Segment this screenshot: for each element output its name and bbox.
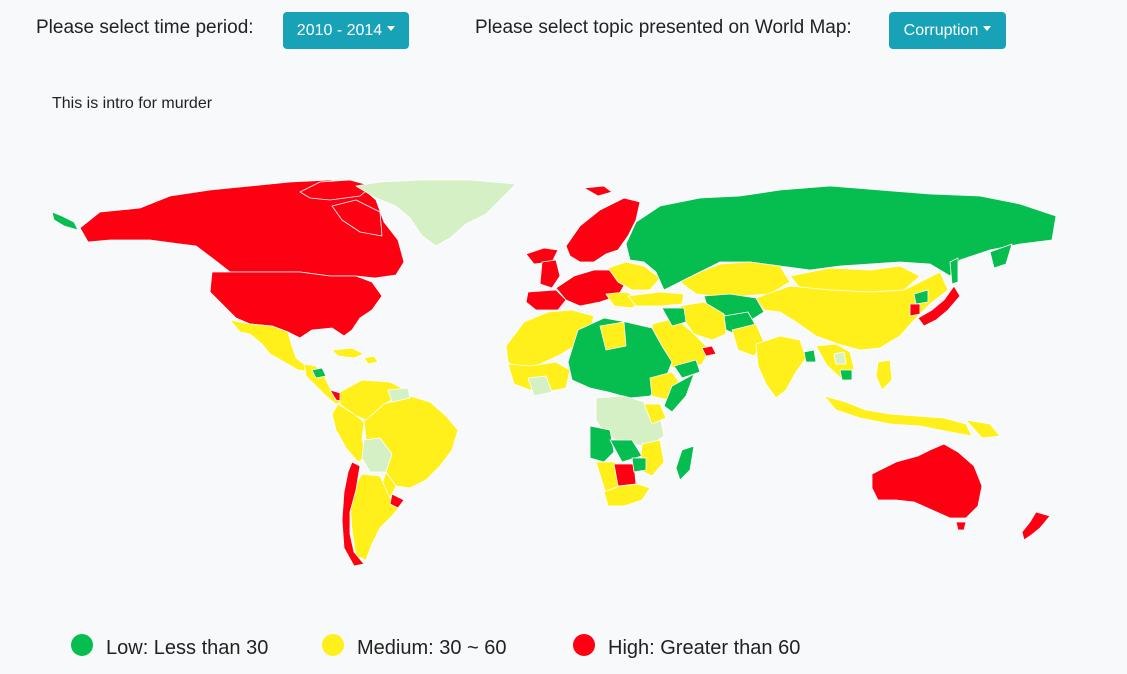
region-sakhalin[interactable] — [949, 257, 959, 285]
legend: Low: Less than 30 Medium: 30 ~ 60 High: … — [0, 630, 1127, 670]
legend-label-high: High: Greater than 60 — [608, 637, 801, 659]
country-spain-portugal[interactable] — [525, 289, 567, 311]
country-cambodia[interactable] — [839, 369, 853, 381]
region-scandinavia[interactable] — [565, 197, 641, 263]
country-south-africa[interactable] — [603, 483, 651, 507]
country-chad[interactable] — [599, 321, 627, 351]
country-tasmania[interactable] — [955, 521, 967, 531]
country-hispaniola[interactable] — [363, 355, 379, 365]
region-eastern-europe[interactable] — [607, 261, 661, 291]
country-china[interactable] — [755, 271, 949, 351]
country-baffin-island[interactable] — [331, 199, 383, 237]
topic-label: Please select topic presented on World M… — [475, 17, 852, 38]
country-yemen[interactable] — [673, 359, 701, 379]
control-bar: Please select time period: 2010 - 2014 P… — [0, 0, 1127, 60]
country-canada[interactable] — [79, 179, 405, 279]
country-honduras[interactable] — [311, 367, 327, 379]
country-alaska[interactable] — [51, 211, 79, 231]
legend-dot-medium — [322, 634, 344, 656]
topic-dropdown[interactable]: Corruption — [889, 12, 1006, 49]
country-madagascar[interactable] — [675, 445, 695, 481]
region-kamchatka[interactable] — [989, 243, 1013, 269]
country-greenland[interactable] — [355, 179, 517, 247]
country-united-kingdom[interactable] — [539, 259, 561, 289]
time-period-dropdown[interactable]: 2010 - 2014 — [283, 12, 409, 49]
country-papua-new-guinea[interactable] — [965, 419, 1001, 439]
country-philippines[interactable] — [875, 359, 893, 391]
country-iraq[interactable] — [661, 307, 687, 327]
country-south-korea[interactable] — [909, 303, 921, 317]
intro-text: This is intro for murder — [52, 95, 213, 112]
country-united-states[interactable] — [209, 271, 383, 339]
country-uae[interactable] — [701, 345, 717, 357]
legend-dot-high — [573, 634, 595, 656]
region-caribbean[interactable] — [331, 347, 365, 359]
country-zimbabwe[interactable] — [631, 457, 647, 473]
country-chile[interactable] — [341, 461, 365, 567]
topic-value: Corruption — [903, 22, 979, 39]
caret-down-icon — [387, 26, 396, 32]
country-laos[interactable] — [833, 351, 847, 365]
region-svalbard[interactable] — [583, 185, 613, 197]
country-turkey[interactable] — [627, 291, 685, 307]
time-period-value: 2010 - 2014 — [296, 22, 383, 39]
country-japan[interactable] — [917, 285, 961, 327]
region-west-africa-nodata[interactable] — [527, 375, 553, 397]
country-australia[interactable] — [871, 443, 983, 519]
legend-dot-low — [71, 634, 93, 656]
country-tanzania[interactable] — [643, 403, 667, 425]
legend-label-medium: Medium: 30 ~ 60 — [357, 637, 507, 659]
country-botswana[interactable] — [613, 463, 637, 487]
country-angola[interactable] — [589, 425, 615, 463]
country-guyana-suriname[interactable] — [387, 387, 411, 403]
country-iceland[interactable] — [525, 247, 559, 265]
country-north-korea[interactable] — [913, 289, 929, 305]
country-new-zealand[interactable] — [1021, 511, 1051, 541]
country-indonesia[interactable] — [823, 395, 973, 437]
country-bangladesh[interactable] — [803, 349, 817, 363]
time-period-label: Please select time period: — [36, 17, 254, 38]
country-russia[interactable] — [625, 185, 1057, 291]
country-uruguay[interactable] — [389, 493, 405, 509]
country-somalia[interactable] — [663, 373, 695, 413]
legend-label-low: Low: Less than 30 — [106, 637, 269, 659]
caret-down-icon — [983, 26, 992, 32]
country-india[interactable] — [755, 335, 807, 399]
